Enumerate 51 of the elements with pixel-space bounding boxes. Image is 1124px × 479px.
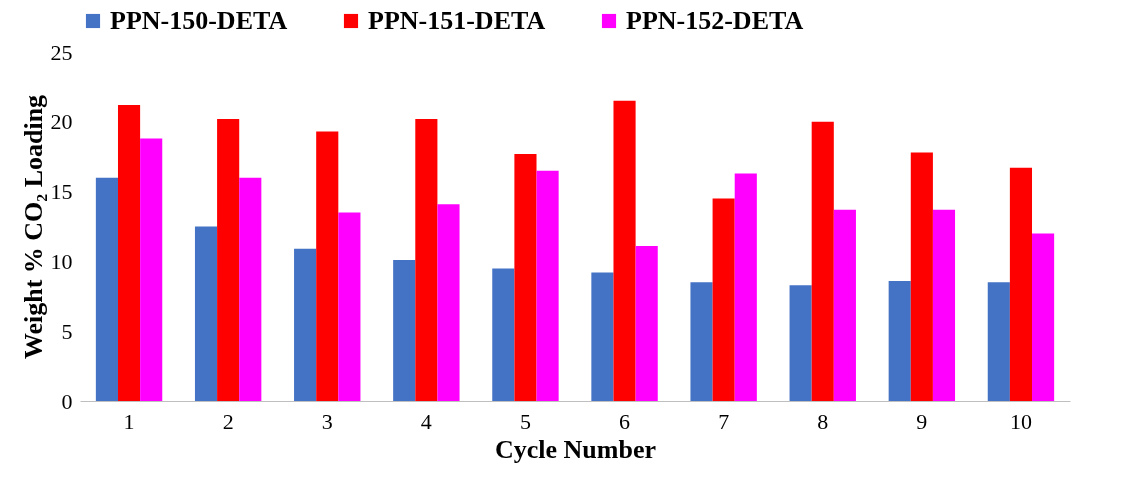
bar — [117, 105, 141, 401]
bar — [690, 282, 713, 401]
bar — [492, 268, 515, 401]
bar — [987, 282, 1010, 401]
bar — [591, 272, 614, 401]
bar — [1009, 167, 1033, 401]
legend-label: PPN-152-DETA — [626, 6, 804, 35]
bar — [712, 198, 735, 401]
bar — [635, 246, 658, 401]
bar — [811, 121, 834, 401]
y-tick-label: 5 — [61, 318, 73, 344]
bar — [1032, 233, 1055, 401]
bar — [415, 119, 438, 401]
y-tick-label: 25 — [50, 39, 73, 65]
legend-label: PPN-150-DETA — [110, 6, 288, 35]
x-tick-label: 8 — [817, 408, 829, 434]
y-tick-label: 20 — [50, 109, 73, 135]
bar — [932, 209, 956, 401]
bar — [536, 170, 559, 401]
bar — [613, 100, 636, 401]
x-tick-label: 4 — [420, 408, 432, 434]
x-tick-label: 3 — [321, 408, 333, 434]
y-tick-label: 10 — [50, 248, 73, 274]
x-tick-label: 6 — [619, 408, 631, 434]
bar — [734, 173, 757, 401]
bar — [789, 285, 812, 401]
bar — [393, 260, 416, 401]
bar — [514, 153, 537, 401]
bar — [888, 280, 911, 401]
bar — [194, 226, 218, 401]
x-tick-label: 7 — [718, 408, 730, 434]
y-tick-label: 0 — [61, 388, 73, 414]
bar — [294, 248, 317, 401]
bar — [316, 131, 339, 401]
bar — [910, 152, 933, 401]
y-axis-title: Weight % CO₂ Loading — [18, 94, 48, 360]
x-tick-label: 9 — [916, 408, 928, 434]
x-tick-label: 10 — [1009, 408, 1032, 434]
x-tick-label: 1 — [123, 408, 135, 434]
y-tick-label: 15 — [50, 179, 73, 205]
legend-label: PPN-151-DETA — [368, 6, 546, 35]
bar — [338, 212, 361, 401]
bar — [239, 177, 262, 401]
bar — [95, 177, 118, 401]
bar — [217, 119, 240, 401]
bar — [140, 138, 163, 401]
bar — [437, 204, 460, 401]
x-tick-label: 2 — [222, 408, 234, 434]
bar — [833, 209, 856, 401]
x-axis-title: Cycle Number — [494, 434, 657, 464]
x-tick-label: 5 — [519, 408, 531, 434]
